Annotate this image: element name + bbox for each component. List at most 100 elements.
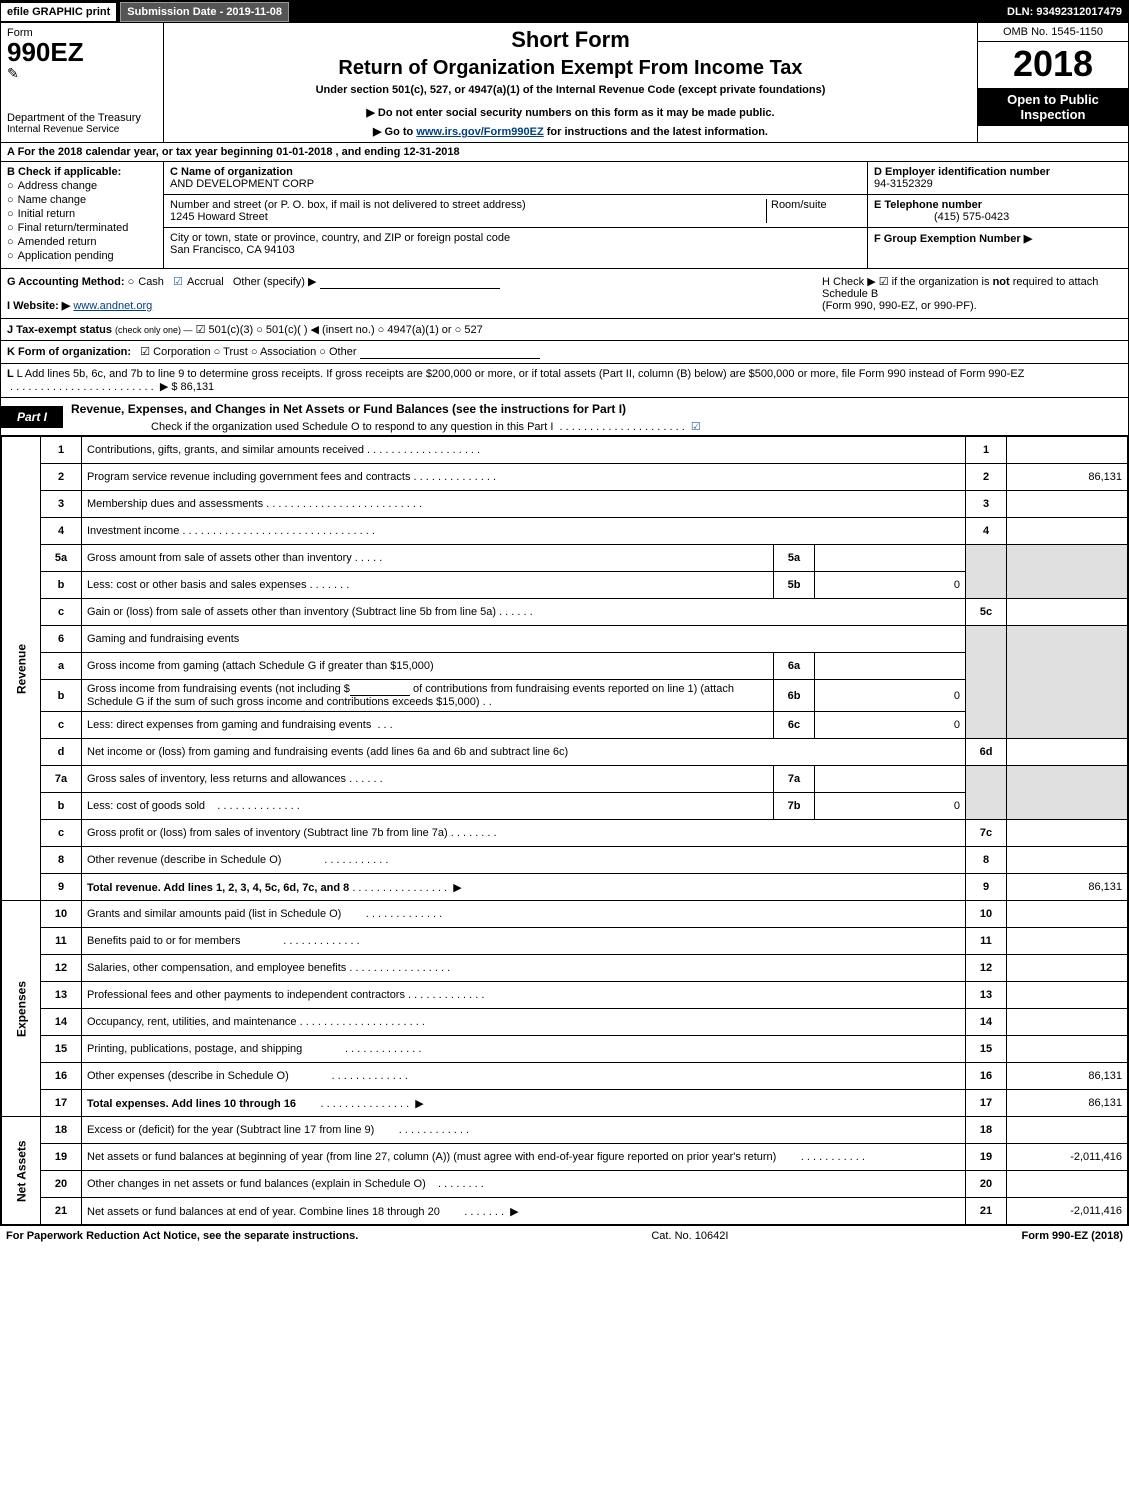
website-link[interactable]: www.andnet.org bbox=[73, 300, 152, 312]
chk-application-pending[interactable]: Application pending bbox=[7, 250, 157, 262]
ln13-nr: 13 bbox=[966, 982, 1007, 1009]
footer-right: Form 990-EZ (2018) bbox=[1021, 1230, 1123, 1242]
ln19-amt: -2,011,416 bbox=[1007, 1144, 1128, 1171]
part1-title: Revenue, Expenses, and Changes in Net As… bbox=[71, 398, 1128, 420]
dln-label: DLN: 93492312017479 bbox=[1001, 3, 1128, 21]
j-opts[interactable]: ☑ 501(c)(3) ○ 501(c)( ) ◀ (insert no.) ○… bbox=[196, 324, 483, 336]
ln12-amt bbox=[1007, 955, 1128, 982]
netassets-side-tab: Net Assets bbox=[2, 1117, 41, 1225]
ln16-amt: 86,131 bbox=[1007, 1063, 1128, 1090]
col-b: B Check if applicable: Address change Na… bbox=[1, 162, 164, 268]
bcdef-block: B Check if applicable: Address change Na… bbox=[1, 162, 1128, 269]
submission-date-button[interactable]: Submission Date - 2019-11-08 bbox=[120, 2, 289, 22]
chk-initial-return[interactable]: Initial return bbox=[7, 208, 157, 220]
ln15-text: Printing, publications, postage, and shi… bbox=[82, 1036, 966, 1063]
expenses-side-tab: Expenses bbox=[2, 901, 41, 1117]
ln4-amt bbox=[1007, 518, 1128, 545]
warn2-pre: ▶ Go to bbox=[373, 126, 416, 138]
j-note: (check only one) — bbox=[115, 325, 193, 335]
ein-val: 94-3152329 bbox=[874, 178, 933, 190]
irs-label: Internal Revenue Service bbox=[7, 124, 157, 135]
ln5b-mv: 0 bbox=[815, 572, 966, 599]
ln5b-mn: 5b bbox=[774, 572, 815, 599]
chk-address-change[interactable]: Address change bbox=[7, 180, 157, 192]
g-other[interactable]: Other (specify) ▶ bbox=[233, 276, 317, 288]
ln4-nr: 4 bbox=[966, 518, 1007, 545]
ln8-text: Other revenue (describe in Schedule O) .… bbox=[82, 847, 966, 874]
ln6a-mv bbox=[815, 653, 966, 680]
h-not: not bbox=[993, 276, 1010, 288]
header-center: Short Form Return of Organization Exempt… bbox=[164, 23, 977, 142]
j-label: J Tax-exempt status bbox=[7, 324, 112, 336]
ln5a-text: Gross amount from sale of assets other t… bbox=[82, 545, 774, 572]
ln20-text: Other changes in net assets or fund bala… bbox=[82, 1171, 966, 1198]
ln9-amt: 86,131 bbox=[1007, 874, 1128, 901]
ln15-amt bbox=[1007, 1036, 1128, 1063]
ln13-amt bbox=[1007, 982, 1128, 1009]
city-val: San Francisco, CA 94103 bbox=[170, 244, 295, 256]
ln17-text: Total expenses. Add lines 10 through 16 … bbox=[82, 1090, 966, 1117]
ln9-text: Total revenue. Add lines 1, 2, 3, 4, 5c,… bbox=[82, 874, 966, 901]
room-label: Room/suite bbox=[771, 199, 827, 211]
efile-print-button[interactable]: efile GRAPHIC print bbox=[1, 3, 116, 21]
org-name-label: C Name of organization bbox=[170, 166, 293, 178]
footer-mid: Cat. No. 10642I bbox=[651, 1230, 728, 1242]
row-k: K Form of organization: ☑ Corporation ○ … bbox=[1, 341, 1128, 364]
chk-amended-return[interactable]: Amended return bbox=[7, 236, 157, 248]
line-a-begin: 01-01-2018 bbox=[276, 146, 332, 158]
ln21-text: Net assets or fund balances at end of ye… bbox=[82, 1198, 966, 1225]
part1-tab: Part I bbox=[1, 406, 63, 428]
ln11-nr: 11 bbox=[966, 928, 1007, 955]
ln10-amt bbox=[1007, 901, 1128, 928]
ln1-text: Contributions, gifts, grants, and simila… bbox=[82, 437, 966, 464]
return-title: Return of Organization Exempt From Incom… bbox=[174, 57, 967, 80]
warn1: ▶ Do not enter social security numbers o… bbox=[174, 106, 967, 119]
phone-val: (415) 575-0423 bbox=[874, 211, 1009, 223]
ln7c-nr: 7c bbox=[966, 820, 1007, 847]
g-accrual[interactable]: Accrual bbox=[173, 276, 224, 288]
k-label: K Form of organization: bbox=[7, 346, 131, 358]
ln21-amt: -2,011,416 bbox=[1007, 1198, 1128, 1225]
line-a-end: 12-31-2018 bbox=[403, 146, 459, 158]
ln7a-mn: 7a bbox=[774, 766, 815, 793]
irs-link[interactable]: www.irs.gov/Form990EZ bbox=[416, 126, 543, 138]
header-row: Form 990EZ ✎ Department of the Treasury … bbox=[1, 23, 1128, 143]
k-opts[interactable]: ☑ Corporation ○ Trust ○ Association ○ Ot… bbox=[140, 346, 356, 358]
ln14-amt bbox=[1007, 1009, 1128, 1036]
ln7a-text: Gross sales of inventory, less returns a… bbox=[82, 766, 774, 793]
street-label: Number and street (or P. O. box, if mail… bbox=[170, 199, 526, 211]
ln6-text: Gaming and fundraising events bbox=[82, 626, 966, 653]
g-cash[interactable]: Cash bbox=[128, 276, 164, 288]
line-a: A For the 2018 calendar year, or tax yea… bbox=[1, 143, 1128, 162]
city-label: City or town, state or province, country… bbox=[170, 232, 510, 244]
ln6d-nr: 6d bbox=[966, 739, 1007, 766]
ln6a-mn: 6a bbox=[774, 653, 815, 680]
ln11-amt bbox=[1007, 928, 1128, 955]
l-text: L Add lines 5b, 6c, and 7b to line 9 to … bbox=[17, 368, 1025, 380]
revenue-side-tab: Revenue bbox=[2, 437, 41, 901]
warn2-post: for instructions and the latest informat… bbox=[544, 126, 768, 138]
ln3-amt bbox=[1007, 491, 1128, 518]
ln6d-text: Net income or (loss) from gaming and fun… bbox=[82, 739, 966, 766]
line-a-mid: , and ending bbox=[336, 146, 404, 158]
chk-final-return[interactable]: Final return/terminated bbox=[7, 222, 157, 234]
header-left: Form 990EZ ✎ Department of the Treasury … bbox=[1, 23, 164, 142]
part1-sub-chk[interactable]: ☑ bbox=[691, 421, 701, 433]
ln16-text: Other expenses (describe in Schedule O) … bbox=[82, 1063, 966, 1090]
ln1-nr: 1 bbox=[966, 437, 1007, 464]
ln16-nr: 16 bbox=[966, 1063, 1007, 1090]
col-def: D Employer identification number 94-3152… bbox=[867, 162, 1128, 268]
ln5c-nr: 5c bbox=[966, 599, 1007, 626]
row-j: J Tax-exempt status (check only one) — ☑… bbox=[1, 319, 1128, 341]
ln18-text: Excess or (deficit) for the year (Subtra… bbox=[82, 1117, 966, 1144]
org-name: AND DEVELOPMENT CORP bbox=[170, 178, 314, 190]
ln3-text: Membership dues and assessments . . . . … bbox=[82, 491, 966, 518]
ln4-text: Investment income . . . . . . . . . . . … bbox=[82, 518, 966, 545]
ln5b-text: Less: cost or other basis and sales expe… bbox=[82, 572, 774, 599]
ln7b-text: Less: cost of goods sold . . . . . . . .… bbox=[82, 793, 774, 820]
ln21-nr: 21 bbox=[966, 1198, 1007, 1225]
g-label: G Accounting Method: bbox=[7, 276, 125, 288]
part1-header: Part I Revenue, Expenses, and Changes in… bbox=[1, 398, 1128, 436]
ln1-amt bbox=[1007, 437, 1128, 464]
chk-name-change[interactable]: Name change bbox=[7, 194, 157, 206]
